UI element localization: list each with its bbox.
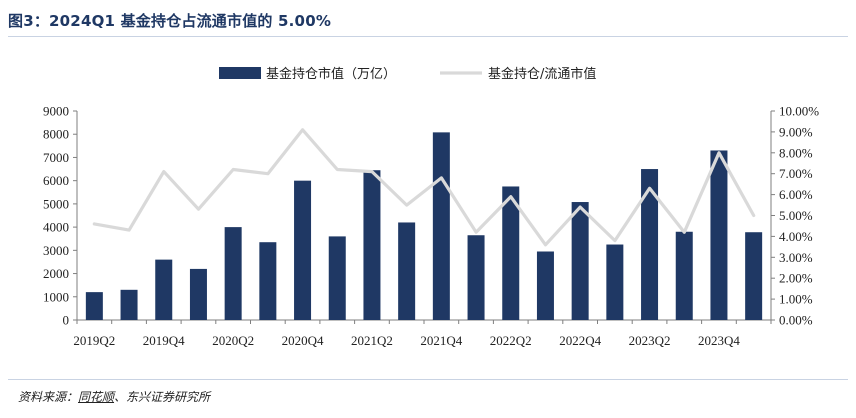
- bar: [155, 259, 173, 320]
- y-right-tick-label: 4.00%: [779, 229, 813, 244]
- bar: [467, 235, 485, 320]
- bar: [363, 170, 381, 320]
- source-note: 资料来源：同花顺、东兴证券研究所: [18, 388, 210, 405]
- bar: [432, 132, 450, 320]
- y-right-tick-label: 2.00%: [779, 271, 813, 286]
- bar: [571, 202, 589, 320]
- bar: [502, 186, 520, 320]
- y-left-tick-label: 9000: [43, 104, 69, 119]
- bar: [224, 227, 242, 320]
- y-right-tick-label: 3.00%: [779, 250, 813, 265]
- bar: [85, 292, 103, 320]
- y-left-tick-label: 8000: [43, 127, 69, 142]
- source-suffix: 、东兴证券研究所: [114, 390, 211, 404]
- y-left-tick-label: 7000: [43, 150, 69, 165]
- bar: [294, 180, 312, 320]
- bar: [710, 150, 728, 320]
- y-right-tick-label: 1.00%: [779, 292, 813, 307]
- x-tick-label: 2020Q2: [212, 333, 254, 348]
- y-right-tick-label: 6.00%: [779, 187, 813, 202]
- x-tick-label: 2019Q4: [143, 333, 185, 348]
- bar: [675, 231, 693, 320]
- bar: [536, 251, 554, 320]
- x-tick-label: 2023Q2: [629, 333, 671, 348]
- x-tick-label: 2022Q2: [490, 333, 532, 348]
- x-tick-label: 2021Q2: [351, 333, 393, 348]
- x-tick-label: 2020Q4: [282, 333, 324, 348]
- y-right-tick-label: 10.00%: [779, 104, 819, 119]
- legend-line-label: 基金持仓/流通市值: [488, 66, 596, 82]
- source-link[interactable]: 同花顺: [78, 390, 115, 404]
- y-left-tick-label: 1000: [43, 289, 69, 304]
- bar: [641, 169, 659, 320]
- legend-bar-swatch: [219, 67, 261, 79]
- ratio-line: [92, 128, 756, 247]
- x-tick-label: 2023Q4: [698, 333, 740, 348]
- title-divider: [8, 36, 848, 37]
- bar: [120, 289, 138, 320]
- x-tick-label: 2022Q4: [559, 333, 601, 348]
- y-right-tick-label: 7.00%: [779, 166, 813, 181]
- bar: [398, 222, 416, 320]
- y-left-tick-label: 4000: [43, 220, 69, 235]
- y-right-tick-label: 0.00%: [779, 313, 813, 328]
- y-left-tick-label: 0: [63, 313, 70, 328]
- bar: [189, 268, 207, 320]
- y-left-tick-label: 2000: [43, 266, 69, 281]
- y-left-tick-label: 3000: [43, 243, 69, 258]
- legend-bar-label: 基金持仓市值（万亿）: [266, 66, 396, 82]
- bar: [606, 244, 624, 320]
- x-tick-label: 2021Q4: [420, 333, 462, 348]
- bar: [259, 242, 277, 320]
- bar: [328, 236, 346, 320]
- x-tick-label: 2019Q2: [73, 333, 115, 348]
- y-right-tick-label: 5.00%: [779, 208, 813, 223]
- y-left-tick-label: 6000: [43, 173, 69, 188]
- y-right-tick-label: 8.00%: [779, 145, 813, 160]
- y-left-tick-label: 5000: [43, 196, 69, 211]
- bar: [745, 232, 763, 320]
- source-divider: [8, 379, 848, 380]
- chart-title: 图3：2024Q1 基金持仓占流通市值的 5.00%: [8, 12, 332, 30]
- y-right-tick-label: 9.00%: [779, 124, 813, 139]
- source-prefix: 资料来源：: [18, 390, 79, 404]
